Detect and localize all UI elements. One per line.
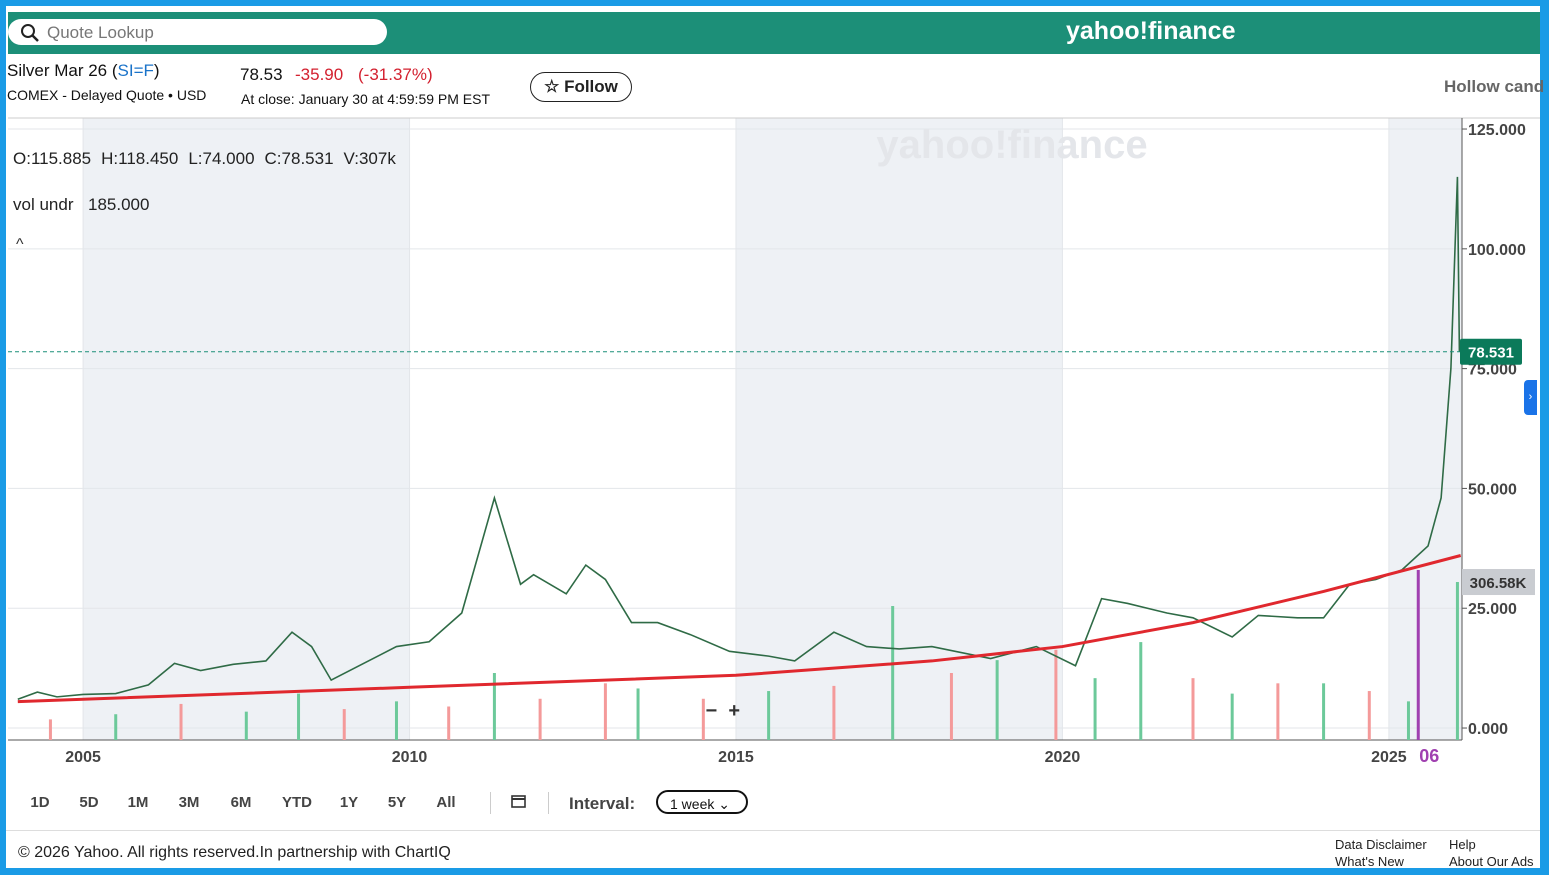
volume-bar	[1139, 642, 1143, 740]
range-button[interactable]: 5D	[79, 794, 99, 811]
symbol[interactable]: SI=F	[117, 61, 154, 80]
ohlc-value: O:115.885	[13, 149, 91, 168]
volume-bar	[1455, 582, 1459, 740]
quote-name-end: )	[153, 61, 160, 80]
volume-bar	[1191, 678, 1195, 740]
volume-bar	[701, 698, 705, 740]
range-button[interactable]: 6M	[230, 794, 252, 811]
volume-bar	[1322, 683, 1326, 740]
last-price-badge	[1460, 338, 1522, 365]
volume-bar	[1093, 678, 1097, 740]
volume-bar	[297, 693, 301, 740]
footer-divider	[6, 830, 1540, 831]
y-tick-label: 75.000	[1468, 362, 1517, 379]
ohlc-value: H:118.450	[101, 149, 178, 168]
volume-bar	[114, 714, 118, 740]
collapse[interactable]: ^	[16, 236, 24, 253]
y-tick-label: 50.000	[1468, 481, 1517, 498]
y-tick-label: 125.000	[1468, 122, 1526, 139]
volume-bar	[342, 709, 346, 740]
y-tick-label: 25.000	[1468, 601, 1517, 618]
change: -35.90	[295, 65, 344, 84]
range-button[interactable]: All	[436, 794, 456, 811]
copyright: © 2026 Yahoo. All rights reserved.In par…	[18, 844, 451, 861]
volume-bar	[995, 660, 999, 740]
close-time: At close: January 30 at 4:59:59 PM EST	[241, 91, 491, 107]
volume-bar	[767, 691, 771, 740]
volume-bar	[394, 701, 398, 740]
volume-bar	[538, 698, 542, 740]
x-tick-label: 2020	[1045, 749, 1081, 766]
watermark: yahoo!finance	[876, 123, 1147, 167]
last-price-label: 78.531	[1468, 345, 1514, 362]
search-placeholder: Quote Lookup	[47, 23, 154, 42]
volume-bar	[1367, 691, 1371, 740]
follow-button[interactable]: ☆ Follow	[530, 72, 632, 102]
volume-bar	[48, 719, 52, 740]
range-button[interactable]: 1D	[30, 794, 50, 811]
quote-name-text: Silver Mar 26 (	[7, 61, 118, 80]
x-tick-label: 2025	[1371, 749, 1407, 766]
volume-bar	[949, 673, 953, 740]
price: 78.53	[240, 65, 283, 84]
volume-bar	[447, 706, 451, 740]
volume-badge	[1462, 569, 1535, 596]
period-band	[735, 118, 1063, 740]
side-tab[interactable]: ›	[1524, 380, 1537, 415]
range-button[interactable]: 3M	[178, 794, 200, 811]
footer-link[interactable]: Data Disclaimer	[1335, 837, 1427, 852]
marker-label: 06	[1419, 746, 1439, 766]
x-tick-label: 2015	[718, 749, 754, 766]
volume-bar	[603, 683, 607, 740]
change-pct: (-31.37%)	[358, 65, 433, 84]
follow-label: Follow	[564, 77, 618, 96]
range-button[interactable]: 5Y	[387, 794, 407, 811]
period-band	[1388, 118, 1462, 740]
footer-link[interactable]: Help	[1449, 837, 1476, 852]
search-box[interactable]: Quote Lookup	[8, 19, 387, 45]
x-tick-label: 2005	[65, 749, 101, 766]
ohlc-value: C:78.531	[265, 149, 334, 168]
x-tick-label: 2010	[392, 749, 428, 766]
volume-bar	[891, 606, 895, 740]
study-value: 185.000	[88, 195, 149, 214]
footer-link[interactable]: What's New	[1335, 854, 1404, 869]
y-tick-label: 100.000	[1468, 242, 1526, 259]
chart-style[interactable]: Hollow cand	[1444, 77, 1545, 96]
search-icon	[21, 24, 39, 42]
volume-bar	[1276, 683, 1280, 740]
exchange: COMEX - Delayed Quote • USD	[7, 87, 207, 103]
volume-bar	[492, 673, 496, 740]
volume-label: 306.58K	[1470, 575, 1527, 592]
trend-line	[17, 554, 1462, 704]
volume-bar	[244, 711, 248, 740]
interval-select[interactable]: 1 week ⌄	[656, 790, 748, 814]
zoom-control[interactable]: − +	[700, 700, 741, 722]
price-line	[17, 176, 1461, 701]
logo: yahoo!finance	[1066, 17, 1236, 45]
divider	[548, 792, 549, 814]
ohlc-value: V:307k	[344, 149, 397, 168]
ohlc-value: L:74.000	[188, 149, 254, 168]
y-tick-label: 0.000	[1468, 721, 1508, 738]
range-button[interactable]: 1M	[127, 794, 149, 811]
volume-bar	[179, 703, 183, 740]
quote-name: Silver Mar 26 (SI=F)	[7, 61, 160, 81]
footer-link[interactable]: About Our Ads	[1449, 854, 1534, 869]
volume-bar	[1230, 693, 1234, 740]
volume-bar	[1406, 701, 1410, 740]
calendar-icon[interactable]	[511, 793, 527, 809]
period-band	[83, 118, 410, 740]
range-button[interactable]: 1Y	[339, 794, 359, 811]
range-button[interactable]: YTD	[282, 794, 312, 811]
volume-bar	[832, 685, 836, 740]
divider	[490, 792, 491, 814]
interval-value: 1 week	[670, 796, 715, 812]
interval-label: Interval:	[569, 794, 636, 813]
volume-bar	[1054, 649, 1058, 740]
volume-bar	[636, 688, 640, 740]
study-label: vol undr	[13, 195, 74, 214]
